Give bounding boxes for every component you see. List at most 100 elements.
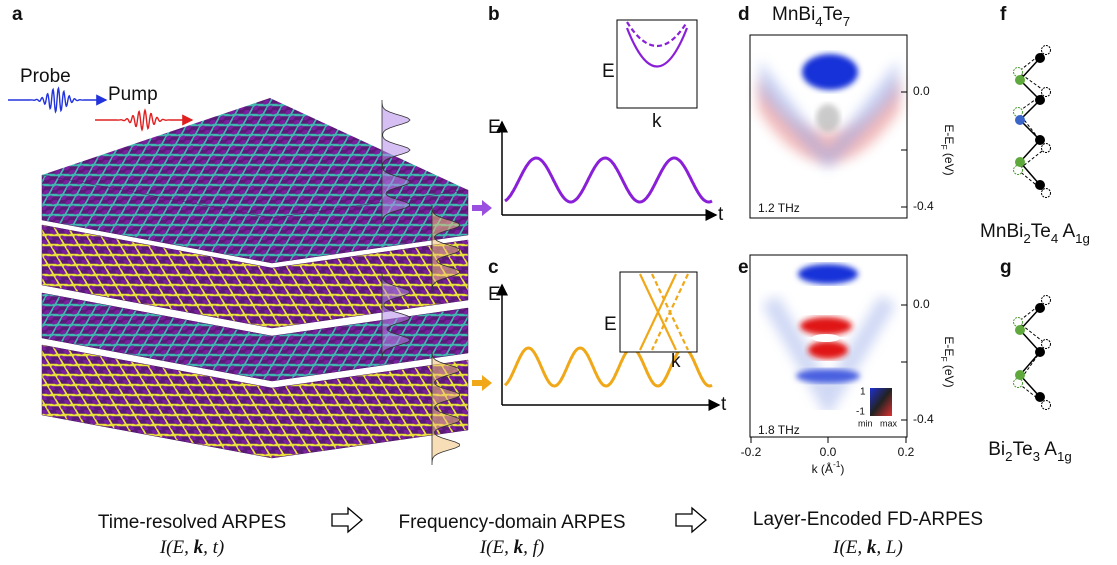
atom bbox=[1035, 392, 1045, 402]
atom-displaced bbox=[1042, 144, 1051, 153]
y-tick-label: 0.0 bbox=[913, 84, 930, 98]
text-part: 2 bbox=[1005, 449, 1012, 464]
panel-label: c bbox=[488, 257, 499, 278]
atom-displaced bbox=[1042, 189, 1051, 198]
atom-displaced bbox=[1042, 340, 1051, 349]
inset-label: k bbox=[671, 351, 681, 372]
atom bbox=[1035, 303, 1045, 313]
text-part: MnBi bbox=[772, 4, 815, 25]
pulse bbox=[95, 110, 192, 130]
text-part: (eV) bbox=[942, 150, 956, 176]
map-feature bbox=[798, 264, 858, 284]
arpes-map bbox=[750, 255, 907, 437]
atom-displaced bbox=[1042, 401, 1051, 410]
text-part: , t) bbox=[203, 537, 224, 558]
panel-label: f bbox=[1000, 4, 1007, 25]
text-part: , L) bbox=[876, 537, 902, 558]
text-part: 3 bbox=[1033, 449, 1040, 464]
atom-displaced bbox=[1042, 88, 1051, 97]
y-tick-label: -0.4 bbox=[913, 412, 934, 426]
colorbar-label: 1 bbox=[860, 387, 866, 398]
panel-title: MnBi4Te7 bbox=[772, 4, 850, 29]
arrow bbox=[472, 375, 492, 391]
workflow-title: Time-resolved ARPES bbox=[98, 512, 286, 533]
text-part: E-E bbox=[942, 336, 956, 356]
map-feature bbox=[816, 104, 840, 132]
panel-label: d bbox=[738, 4, 750, 25]
text-part: k (Å bbox=[812, 461, 833, 476]
workflow-title: Frequency-domain ARPES bbox=[398, 512, 625, 533]
atom bbox=[1015, 75, 1025, 85]
text-part: k bbox=[514, 537, 524, 558]
text-part: A bbox=[1040, 439, 1057, 460]
colorbar-label: min bbox=[858, 418, 873, 428]
atom bbox=[1015, 115, 1025, 125]
y-tick-label: 0.0 bbox=[913, 297, 930, 311]
oscillation bbox=[505, 158, 712, 202]
text-part: 1g bbox=[1057, 449, 1072, 464]
text-part: E-E bbox=[942, 124, 956, 144]
text-part: (eV) bbox=[942, 362, 956, 388]
inset-label: k bbox=[652, 111, 662, 132]
text-part: 2 bbox=[1023, 231, 1030, 246]
text-part: I(E, bbox=[159, 537, 194, 558]
map-feature bbox=[808, 341, 848, 359]
text-part: 4 bbox=[815, 14, 822, 29]
colorbar bbox=[870, 388, 892, 416]
axis-label: E bbox=[488, 117, 501, 138]
phonon-mode bbox=[1014, 296, 1051, 410]
text-part: MnBi bbox=[980, 221, 1023, 242]
axis-label: t bbox=[718, 204, 724, 225]
text-part: 4 bbox=[1051, 231, 1058, 246]
text-part: , f) bbox=[523, 537, 544, 558]
arrow bbox=[472, 200, 492, 216]
panel-label: g bbox=[1000, 257, 1012, 278]
axis-label: E-EF (eV) bbox=[939, 124, 956, 175]
probe-label: Probe bbox=[20, 66, 71, 87]
colorbar-label: max bbox=[880, 418, 898, 428]
axis-label: E bbox=[488, 284, 501, 305]
text-part: 1g bbox=[1075, 231, 1090, 246]
x-tick-label: 0.2 bbox=[898, 445, 915, 459]
y-tick-label: -0.4 bbox=[913, 199, 934, 213]
text-part: 7 bbox=[843, 14, 850, 29]
pulse bbox=[8, 88, 106, 111]
panel-label: b bbox=[488, 4, 500, 25]
map-feature bbox=[796, 369, 860, 383]
text-part: Te bbox=[823, 4, 843, 25]
arpes-map bbox=[750, 35, 907, 218]
oscillation bbox=[505, 348, 712, 386]
atom bbox=[1015, 325, 1025, 335]
atom bbox=[1035, 347, 1045, 357]
text-part: I(E, bbox=[832, 537, 867, 558]
panel-label: e bbox=[738, 257, 749, 278]
atom-displaced bbox=[1042, 296, 1051, 305]
text-part: A bbox=[1058, 221, 1075, 242]
axis-label: k (Å-1) bbox=[812, 459, 845, 476]
frequency-label: 1.8 THz bbox=[758, 423, 800, 437]
text-part: Bi bbox=[988, 439, 1005, 460]
atom bbox=[1015, 157, 1025, 167]
map-feature bbox=[800, 317, 852, 335]
inset-label: E bbox=[602, 61, 615, 82]
formula: I(E, k, L) bbox=[832, 537, 903, 558]
flow-arrow bbox=[332, 508, 362, 532]
atom bbox=[1035, 53, 1045, 63]
frequency-label: 1.2 THz bbox=[758, 201, 800, 215]
text-part: Te bbox=[1031, 221, 1051, 242]
phonon-mode bbox=[1014, 46, 1051, 198]
pump-label: Pump bbox=[108, 84, 158, 105]
panel-label: a bbox=[12, 4, 23, 25]
inset-label: E bbox=[604, 314, 617, 335]
x-tick-label: 0.0 bbox=[820, 445, 837, 459]
colorbar-label: -1 bbox=[856, 407, 865, 418]
formula: I(E, k, t) bbox=[159, 537, 224, 558]
flow-arrow bbox=[676, 508, 706, 532]
x-tick-label: -0.2 bbox=[741, 445, 762, 459]
text-part: k bbox=[194, 537, 204, 558]
map-feature bbox=[812, 334, 840, 342]
text-part: ) bbox=[840, 462, 844, 476]
text-part: k bbox=[867, 537, 877, 558]
formula: I(E, k, f) bbox=[479, 537, 544, 558]
text-part: Te bbox=[1013, 439, 1033, 460]
